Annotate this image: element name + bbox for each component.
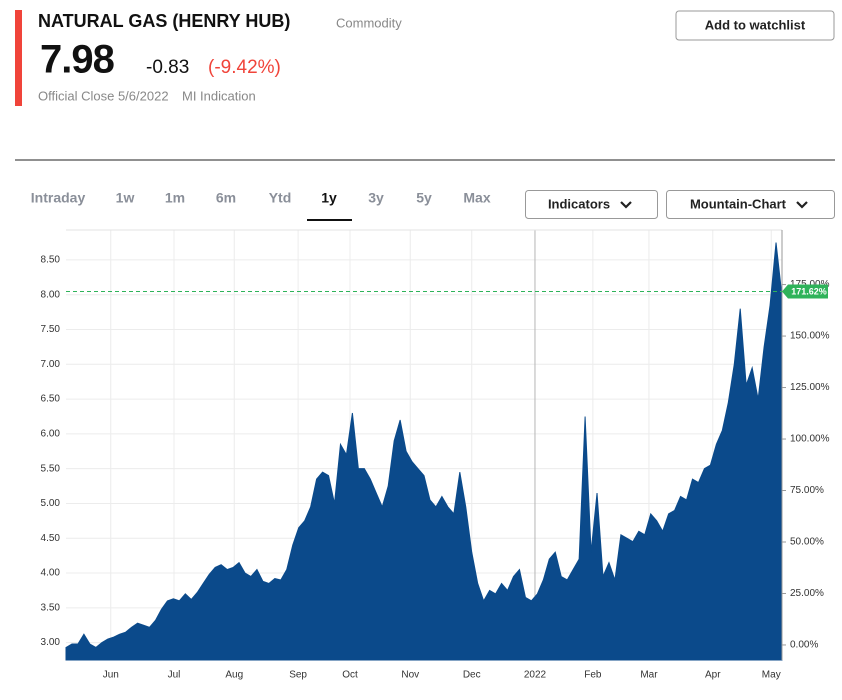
range-tab[interactable]: 6m <box>216 190 236 206</box>
reference-label: 171.62% <box>791 286 827 296</box>
range-tab[interactable]: 1y <box>321 190 337 206</box>
button-label: Add to watchlist <box>705 17 806 32</box>
instrument-category: Commodity <box>336 15 402 30</box>
x-tick-label: Jun <box>103 670 119 681</box>
y-tick-label: 6.50 <box>41 394 61 405</box>
range-tab[interactable]: 3y <box>368 190 384 206</box>
x-tick-label: Oct <box>342 670 358 681</box>
y-tick-label: 8.00 <box>41 289 61 300</box>
y2-tick-label: 0.00% <box>790 640 818 651</box>
indication: MI Indication <box>182 88 256 103</box>
range-tab[interactable]: Max <box>463 190 490 206</box>
y2-tick-label: 50.00% <box>790 537 824 548</box>
range-tab[interactable]: 5y <box>416 190 432 206</box>
y2-tick-label: 150.00% <box>790 331 830 342</box>
y2-tick-label: 125.00% <box>790 382 830 393</box>
x-tick-label: Jul <box>168 670 181 681</box>
price-change: -0.83 <box>146 57 189 78</box>
button-frame <box>675 10 835 41</box>
button-label: Indicators <box>548 196 610 211</box>
watchlist-button[interactable]: Add to watchlist <box>675 10 835 41</box>
active-tab-underline <box>307 219 352 221</box>
y2-tick-label: 100.00% <box>790 434 830 445</box>
indicators-button[interactable]: Indicators <box>525 190 658 219</box>
range-tab[interactable]: 1m <box>165 190 185 206</box>
y-tick-label: 8.50 <box>41 255 61 266</box>
reference-badge <box>782 284 828 299</box>
chart: 3.00 3.50 4.00 4.50 5.00 5.50 6.00 6.50 7.00 7.50… <box>41 229 830 681</box>
x-tick-label: May <box>762 670 781 681</box>
x-tick-label: 2022 <box>524 670 547 681</box>
x-tick-label: Feb <box>584 670 602 681</box>
range-tab[interactable]: 1w <box>116 190 135 206</box>
price: 7.98 <box>40 38 115 82</box>
chevron <box>620 201 632 209</box>
x-tick-label: Mar <box>640 670 658 681</box>
y2-tick-label: 25.00% <box>790 588 824 599</box>
x-tick-label: Aug <box>225 670 243 681</box>
y2-tick-label: 75.00% <box>790 485 824 496</box>
y-tick-label: 5.50 <box>41 463 61 474</box>
y-tick-label: 3.00 <box>41 637 61 648</box>
y-tick-label: 5.00 <box>41 498 61 509</box>
button-frame <box>666 190 835 219</box>
instrument-title: NATURAL GAS (HENRY HUB) <box>38 11 290 31</box>
chart-type-button[interactable]: Mountain-Chart <box>666 190 835 219</box>
x-tick-label: Sep <box>289 670 307 681</box>
accent-bar <box>15 10 22 106</box>
x-tick-label: Dec <box>463 670 481 681</box>
price-change-pct: (-9.42%) <box>208 57 281 78</box>
range-tab[interactable]: Intraday <box>31 190 86 206</box>
chevron <box>796 201 808 209</box>
y-tick-label: 3.50 <box>41 602 61 613</box>
y-tick-label: 7.50 <box>41 324 61 335</box>
button-frame <box>525 190 658 219</box>
y-tick-label: 4.00 <box>41 568 61 579</box>
button-label: Mountain-Chart <box>690 196 787 211</box>
y-tick-label: 7.00 <box>41 359 61 370</box>
price-area <box>65 242 783 661</box>
x-tick-label: Apr <box>705 670 721 681</box>
range-tab[interactable]: Ytd <box>269 190 292 206</box>
close-label: Official Close 5/6/2022 <box>38 88 169 103</box>
y-tick-label: 6.00 <box>41 429 61 440</box>
range-tabs: Intraday 1w 1m 6m Ytd 1y 3y 5y Max <box>31 190 491 221</box>
y-tick-label: 4.50 <box>41 533 61 544</box>
x-tick-label: Nov <box>401 670 419 681</box>
